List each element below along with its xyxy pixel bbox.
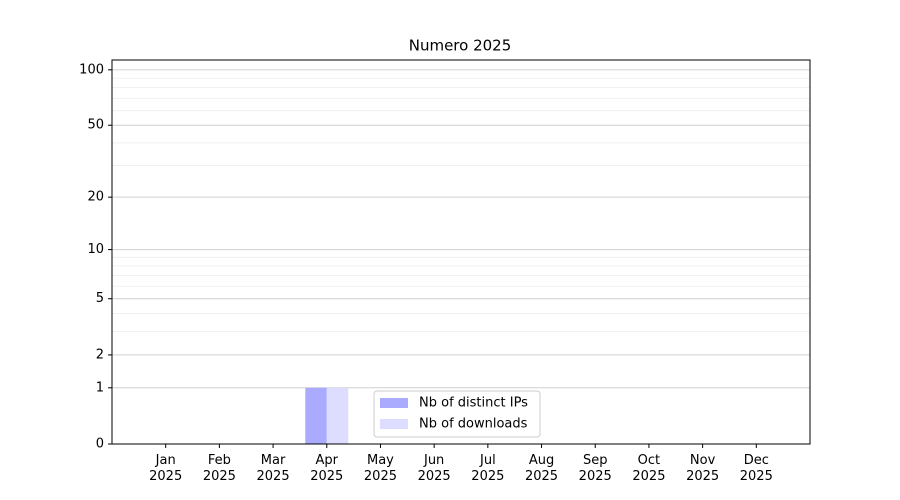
chart-title: Numero 2025 — [409, 37, 512, 55]
x-tick-label: Apr 2025 — [310, 453, 344, 484]
legend-box — [373, 390, 541, 438]
y-tick-label: 10 — [87, 242, 104, 257]
bar — [326, 387, 349, 444]
x-tick-label: Dec 2025 — [739, 453, 773, 484]
x-tick-label: Feb 2025 — [202, 453, 236, 484]
y-tick-label: 5 — [96, 291, 104, 306]
y-tick-label: 20 — [87, 190, 104, 205]
x-tick-label: Jul 2025 — [471, 453, 505, 484]
x-tick-label: Jun 2025 — [417, 453, 451, 484]
plot-frame — [111, 59, 811, 445]
x-tick-label: Aug 2025 — [524, 453, 559, 484]
y-tick-label: 50 — [87, 118, 104, 133]
y-tick-label: 0 — [96, 437, 104, 452]
legend-swatch — [380, 419, 408, 429]
legend-label: Nb of distinct IPs — [419, 396, 528, 411]
y-tick-label: 1 — [96, 380, 104, 395]
y-tick-label: 2 — [96, 347, 104, 362]
x-tick-label: May 2025 — [363, 453, 397, 484]
legend: Nb of distinct IPs Nb of downloads — [373, 390, 541, 438]
x-tick-label: Mar 2025 — [256, 453, 290, 484]
legend-swatch — [380, 398, 408, 408]
legend-label: Nb of downloads — [419, 417, 528, 432]
y-tick-label: 100 — [79, 62, 104, 77]
x-tick-label: Nov 2025 — [686, 453, 720, 484]
x-tick-label: Jan 2025 — [149, 453, 183, 484]
bar — [305, 387, 327, 444]
x-tick-label: Oct 2025 — [632, 453, 666, 484]
x-tick-label: Sep 2025 — [578, 453, 612, 484]
